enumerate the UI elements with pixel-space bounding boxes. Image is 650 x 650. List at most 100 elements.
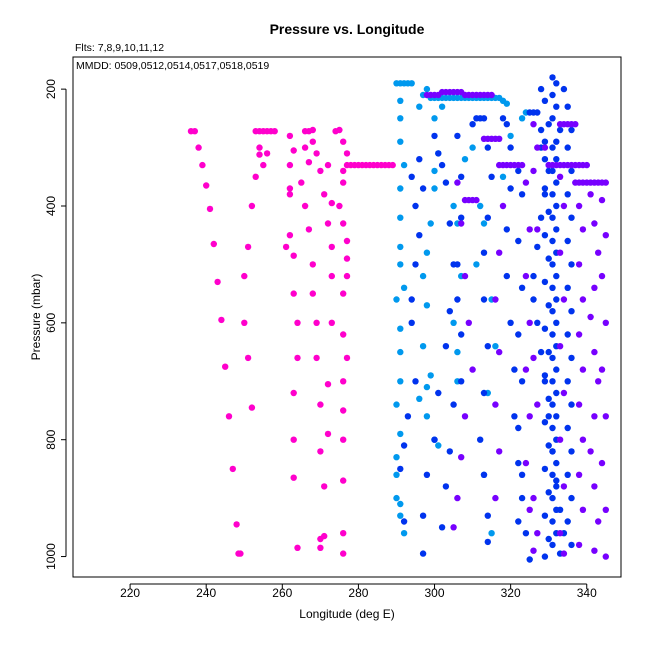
data-point (511, 366, 518, 373)
data-point (541, 512, 549, 519)
data-point (465, 319, 472, 326)
data-point (575, 471, 583, 478)
data-point (553, 80, 560, 87)
data-point (458, 173, 465, 180)
data-point (397, 185, 404, 192)
data-point (313, 319, 320, 326)
data-point (454, 494, 461, 502)
data-point (397, 500, 404, 508)
data-point (294, 319, 301, 326)
data-point (553, 103, 560, 110)
data-point (496, 448, 503, 455)
data-point (545, 395, 552, 402)
y-tick-label: 600 (44, 313, 58, 333)
data-point (556, 343, 564, 350)
data-point (568, 448, 575, 455)
y-axis: 200 400 600 800 1000 (44, 79, 67, 570)
data-point (195, 144, 202, 151)
data-point (492, 401, 499, 408)
data-point (435, 389, 442, 397)
data-point (579, 226, 587, 233)
data-point (290, 252, 297, 259)
data-point (442, 483, 450, 490)
data-point (579, 296, 587, 303)
data-point (595, 249, 602, 256)
data-point (438, 103, 446, 110)
y-tick-label: 200 (44, 79, 58, 99)
data-point (518, 378, 526, 385)
data-point (301, 202, 309, 210)
data-point (564, 378, 571, 385)
data-point (591, 284, 598, 291)
data-point (564, 191, 571, 198)
x-tick-label: 280 (348, 586, 368, 600)
data-point (534, 144, 541, 151)
data-point (412, 261, 419, 268)
data-point (534, 401, 541, 408)
data-point (545, 348, 552, 356)
chart-title: Pressure vs. Longitude (270, 21, 425, 37)
data-point (595, 378, 602, 385)
data-point (393, 296, 400, 303)
data-point (534, 319, 541, 326)
data-point (446, 448, 453, 455)
data-point (549, 541, 556, 549)
data-point (317, 544, 324, 551)
data-point (416, 103, 423, 110)
y-tick-label: 1000 (44, 543, 58, 570)
data-point (480, 471, 488, 478)
data-point (324, 220, 332, 227)
data-point (541, 378, 549, 385)
data-point (397, 430, 404, 438)
data-point (602, 553, 609, 560)
data-point (484, 512, 491, 519)
data-point (336, 202, 343, 210)
data-point (477, 202, 484, 210)
data-point (343, 255, 351, 262)
data-point (556, 173, 564, 180)
data-point (419, 272, 427, 280)
x-tick-label: 340 (577, 586, 597, 600)
data-point (210, 240, 217, 248)
data-point (203, 182, 210, 189)
data-point (400, 442, 408, 449)
data-point (553, 319, 560, 326)
data-point (480, 249, 488, 256)
data-point (556, 436, 564, 443)
data-point (537, 348, 545, 356)
data-point (602, 506, 609, 513)
data-point (549, 115, 556, 122)
data-point (244, 243, 252, 251)
data-point (397, 348, 404, 356)
data-point (575, 541, 583, 549)
data-point (317, 401, 324, 408)
data-point (530, 494, 537, 502)
data-point (496, 135, 503, 142)
data-point (484, 144, 491, 151)
data-point (256, 151, 263, 158)
data-point (423, 85, 431, 93)
data-point (458, 331, 465, 338)
data-point (541, 325, 549, 332)
data-point (206, 205, 214, 213)
data-point (438, 524, 446, 531)
data-point (492, 494, 499, 502)
chart-subtitle: Flts: 7,8,9,10,11,12 (75, 42, 164, 54)
data-point (260, 161, 267, 169)
data-point (553, 366, 560, 373)
data-point (309, 126, 316, 134)
data-point (218, 316, 225, 324)
data-point (244, 354, 252, 362)
data-point (328, 243, 335, 251)
data-point (397, 465, 404, 473)
data-point (591, 483, 598, 490)
data-point (317, 448, 324, 455)
data-point (549, 74, 556, 81)
data-point (549, 237, 556, 245)
data-point (400, 284, 408, 291)
data-point (431, 185, 438, 192)
data-point (568, 308, 575, 315)
data-point (568, 167, 575, 175)
data-point (507, 144, 514, 151)
